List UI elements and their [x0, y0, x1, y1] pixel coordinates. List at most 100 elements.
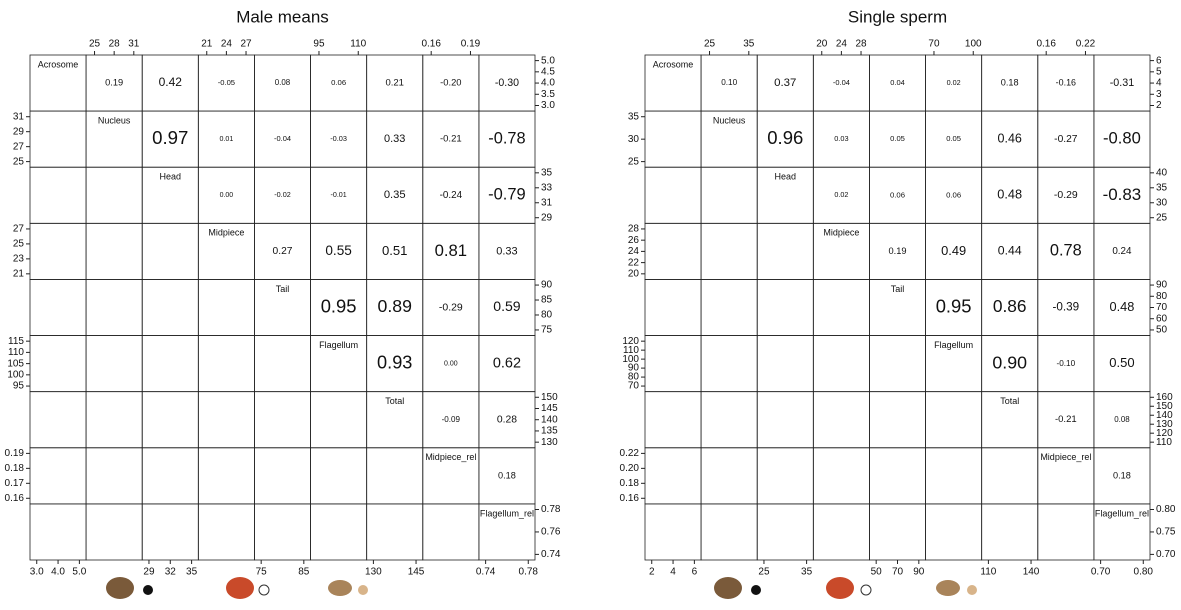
correlation: 0.18 — [498, 470, 516, 480]
tick-label: 130 — [365, 567, 382, 578]
tick-label: 35 — [801, 567, 813, 578]
correlation: -0.10 — [1056, 359, 1075, 368]
tick-label: 0.70 — [1156, 549, 1176, 560]
tick-label: 0.19 — [5, 448, 25, 459]
tick-label: 4 — [670, 567, 676, 578]
variable-label: Acrosome — [653, 59, 694, 69]
tick-label: 0.16 — [421, 39, 441, 50]
tick-label: 145 — [408, 567, 425, 578]
correlation: -0.05 — [218, 78, 235, 87]
correlation: -0.83 — [1103, 185, 1142, 204]
cell — [142, 336, 198, 392]
cell — [142, 448, 198, 504]
tick-label: 3.0 — [30, 567, 44, 578]
correlation: 0.18 — [1001, 77, 1019, 87]
cell — [645, 223, 701, 279]
figure: Male meansAcrosomeNucleusHeadMidpieceTai… — [0, 0, 1181, 610]
tick-label: 35 — [541, 167, 553, 178]
correlation: 0.05 — [890, 134, 905, 143]
variable-label: Flagellum_rel — [480, 508, 534, 518]
tick-label: 40 — [1156, 167, 1168, 178]
tick-label: 90 — [913, 567, 925, 578]
tick-label: 85 — [541, 295, 553, 306]
tick-label: 0.70 — [1091, 567, 1111, 578]
tick-label: 35 — [743, 39, 755, 50]
cell — [701, 279, 757, 335]
tick-label: 27 — [240, 39, 252, 50]
legend-right — [714, 577, 977, 599]
tick-label: 135 — [541, 426, 558, 437]
tick-label: 31 — [541, 197, 553, 208]
tick-label: 0.78 — [541, 504, 561, 515]
cell — [701, 448, 757, 504]
variable-label: Tail — [276, 284, 290, 294]
cell — [701, 504, 757, 560]
correlation: 0.03 — [834, 134, 848, 143]
tick-label: 0.78 — [519, 567, 539, 578]
correlation: 0.02 — [947, 78, 961, 87]
cell — [813, 336, 869, 392]
cell — [86, 167, 142, 223]
tick-label: 2 — [649, 567, 655, 578]
legend-left — [106, 577, 368, 599]
tick-label: 25 — [628, 156, 640, 167]
tick-label: 140 — [541, 414, 558, 425]
tick-label: 70 — [928, 39, 940, 50]
correlation: 0.59 — [493, 298, 521, 314]
correlation: -0.01 — [331, 191, 347, 199]
variable-label: Midpiece_rel — [425, 452, 476, 462]
tick-label: 4.0 — [541, 78, 555, 89]
tick-label: 70 — [1156, 302, 1168, 313]
tick-label: 3.5 — [541, 89, 555, 100]
tick-label: 3.0 — [541, 100, 555, 111]
cell — [423, 504, 479, 560]
cell — [645, 111, 701, 167]
cell — [198, 336, 254, 392]
tick-label: 25 — [704, 39, 716, 50]
correlation: 0.51 — [382, 243, 408, 258]
tick-label: 50 — [871, 567, 883, 578]
tick-label: 75 — [256, 567, 268, 578]
tick-label: 70 — [628, 381, 640, 392]
correlation: 0.44 — [998, 244, 1022, 258]
tick-label: 0.75 — [1156, 527, 1176, 538]
cell — [30, 111, 86, 167]
tick-label: 4 — [1156, 78, 1162, 89]
tick-label: 23 — [13, 254, 25, 265]
tick-label: 50 — [1156, 325, 1168, 336]
tick-label: 130 — [541, 437, 558, 448]
variable-label: Total — [385, 396, 404, 406]
correlation: 0.00 — [444, 360, 458, 367]
correlation: -0.30 — [495, 77, 519, 89]
variable-label: Nucleus — [713, 115, 746, 125]
tick-label: 0.22 — [620, 448, 640, 459]
correlation: 0.06 — [890, 190, 905, 199]
correlation: -0.29 — [1054, 190, 1078, 201]
tick-label: 110 — [1156, 437, 1172, 448]
correlation: 0.48 — [1110, 299, 1135, 314]
cell — [367, 504, 423, 560]
cell — [254, 392, 310, 448]
correlation: -0.16 — [1056, 77, 1076, 87]
cell — [30, 392, 86, 448]
tick-label: 29 — [143, 567, 155, 578]
cell — [311, 392, 367, 448]
tick-label: 85 — [298, 567, 310, 578]
correlation: -0.03 — [330, 134, 347, 143]
correlation: 0.04 — [890, 78, 905, 87]
tick-label: 25 — [13, 239, 25, 250]
correlation: -0.04 — [274, 134, 291, 143]
cell — [645, 167, 701, 223]
cell — [198, 392, 254, 448]
tick-label: 35 — [186, 567, 198, 578]
correlation: 0.42 — [159, 75, 183, 89]
tick-label: 24 — [836, 39, 848, 50]
tick-label: 35 — [628, 111, 640, 122]
tick-label: 0.17 — [5, 478, 25, 489]
tick-label: 31 — [13, 111, 25, 122]
correlation: 0.01 — [219, 135, 233, 143]
tick-label: 0.16 — [620, 493, 640, 504]
tick-label: 80 — [1156, 291, 1168, 302]
tick-label: 27 — [13, 141, 25, 152]
cell — [645, 448, 701, 504]
